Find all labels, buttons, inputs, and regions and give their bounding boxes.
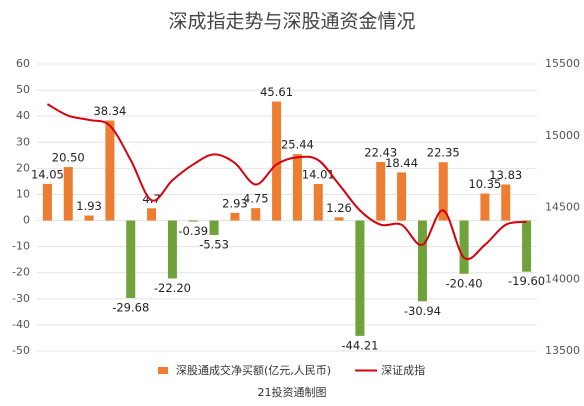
y-tick-label: 50 — [16, 83, 30, 96]
bar — [313, 183, 323, 221]
bar — [84, 215, 94, 221]
bar — [105, 120, 115, 221]
value-label: -29.68 — [112, 300, 149, 314]
bar — [376, 162, 386, 221]
source: 21投资通制图 — [258, 385, 327, 399]
y-tick-label: -50 — [12, 344, 30, 357]
chart-title: 深成指走势与深股通资金情况 — [168, 11, 415, 33]
bar — [355, 220, 365, 336]
y-tick-label: -20 — [12, 266, 30, 279]
value-label: 2.93 — [222, 196, 248, 210]
y-tick-label: 30 — [16, 135, 30, 148]
value-label: 38.34 — [93, 104, 126, 118]
legend-label: 深股通成交净买额(亿元,人民币) — [176, 363, 331, 377]
value-label: 22.43 — [364, 146, 397, 160]
value-label: 18.44 — [385, 156, 418, 170]
y-tick-label: 40 — [16, 109, 30, 122]
bar — [147, 208, 157, 221]
legend-swatch — [158, 367, 168, 374]
value-label: -0.39 — [178, 224, 208, 238]
bar — [334, 217, 344, 221]
value-label: 22.35 — [427, 146, 460, 160]
value-label: 25.44 — [281, 138, 314, 152]
y-tick-label: 60 — [16, 57, 30, 70]
bar — [438, 162, 448, 221]
value-label: -5.53 — [199, 237, 229, 251]
value-label: 1.26 — [326, 201, 352, 215]
y2-tick-label: 14000 — [545, 272, 580, 285]
y2-tick-label: 15500 — [545, 57, 580, 70]
bar — [230, 212, 240, 221]
y-tick-label: -10 — [12, 240, 30, 253]
y-tick-label: 0 — [23, 214, 30, 227]
value-label: 45.61 — [260, 85, 293, 99]
value-label: -30.94 — [404, 304, 441, 318]
bar — [459, 220, 469, 274]
value-label: 14.05 — [31, 167, 64, 181]
value-label: -22.20 — [154, 281, 191, 295]
bar — [522, 220, 532, 272]
value-label: 10.35 — [468, 177, 501, 191]
value-label: -19.60 — [508, 274, 545, 288]
y2-tick-label: 15000 — [545, 129, 580, 142]
bar — [480, 193, 490, 221]
value-label: 1.93 — [76, 199, 102, 213]
y-tick-label: 20 — [16, 161, 30, 174]
bar — [63, 167, 73, 221]
y-tick-label: -40 — [12, 318, 30, 331]
value-label: 13.83 — [489, 168, 522, 182]
bar — [272, 101, 282, 221]
bar — [126, 220, 136, 298]
bar — [188, 220, 198, 222]
bar — [251, 208, 261, 221]
line — [46, 103, 527, 261]
bar — [209, 220, 219, 235]
y2-tick-label: 14500 — [545, 201, 580, 214]
y-tick-label: 10 — [16, 187, 30, 200]
value-label: -44.21 — [341, 338, 378, 352]
bar — [167, 220, 177, 279]
bar — [501, 184, 511, 221]
value-label: 4.75 — [243, 192, 269, 206]
value-label: -20.40 — [446, 276, 483, 290]
bar — [42, 183, 52, 221]
value-label: 20.50 — [52, 151, 85, 165]
bar — [397, 172, 407, 221]
value-label: 14.01 — [302, 167, 335, 181]
y2-tick-label: 13500 — [545, 344, 580, 357]
bar — [417, 220, 427, 302]
bar — [292, 154, 302, 221]
legend-label: 深证成指 — [381, 363, 425, 377]
y-tick-label: -30 — [12, 292, 30, 305]
